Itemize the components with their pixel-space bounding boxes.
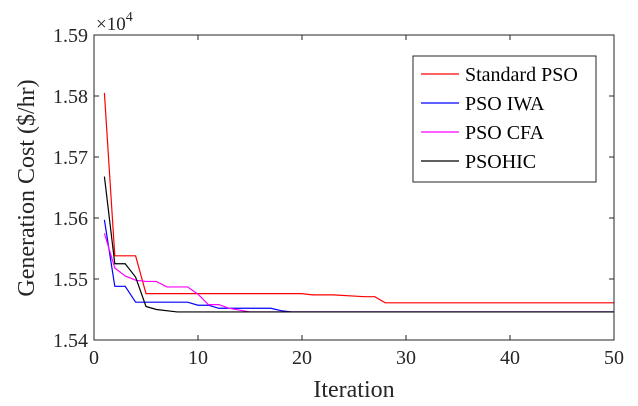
y-tick-label: 1.58 (53, 86, 88, 108)
legend: Standard PSO PSO IWA PSO CFA PSOHIC (412, 55, 597, 183)
legend-label-psohic: PSOHIC (465, 151, 536, 173)
x-tick-label: 40 (500, 347, 520, 369)
x-tick-label: 10 (188, 347, 208, 369)
legend-label-pso-cfa: PSO CFA (465, 122, 545, 144)
axis-ticks: 0 10 20 30 40 50 1.54 1.55 1.56 1.57 1.58 1.59 (53, 25, 624, 369)
legend-label-pso-iwa: PSO IWA (465, 93, 545, 115)
legend-items: Standard PSO PSO IWA PSO CFA PSOHIC (421, 64, 578, 173)
y-axis-label: Generation Cost ($/hr) (14, 79, 40, 296)
x-tick-label: 30 (396, 347, 416, 369)
y-tick-label: 1.59 (53, 25, 88, 47)
series-line-psohic (103, 176, 614, 313)
y-tick-label: 1.56 (53, 208, 88, 230)
series-line-standard-pso (103, 92, 614, 304)
x-tick-label: 50 (604, 347, 624, 369)
x-axis-label: Iteration (313, 377, 394, 403)
multiplier-base: ×10 (96, 14, 126, 35)
legend-label-standard-pso: Standard PSO (465, 64, 578, 86)
y-tick-label: 1.55 (53, 269, 88, 291)
series-layer (103, 92, 614, 313)
series-line-pso-iwa (103, 219, 614, 313)
series-line-pso-cfa (103, 233, 614, 313)
y-tick-label: 1.54 (53, 330, 88, 352)
y-axis-multiplier: ×104 (96, 10, 133, 35)
y-tick-label: 1.57 (53, 147, 88, 169)
x-tick-label: 20 (292, 347, 312, 369)
x-tick-label: 0 (89, 347, 99, 369)
multiplier-exponent: 4 (126, 10, 133, 25)
plot-frame (93, 34, 615, 341)
